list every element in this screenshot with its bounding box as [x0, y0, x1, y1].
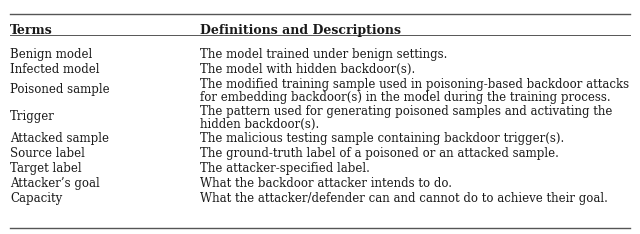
Text: Capacity: Capacity: [10, 192, 62, 205]
Text: Attacked sample: Attacked sample: [10, 132, 109, 145]
Text: The modified training sample used in poisoning-based backdoor attacks: The modified training sample used in poi…: [200, 78, 629, 91]
Text: Terms: Terms: [10, 24, 52, 37]
Text: hidden backdoor(s).: hidden backdoor(s).: [200, 118, 319, 131]
Text: The malicious testing sample containing backdoor trigger(s).: The malicious testing sample containing …: [200, 132, 564, 145]
Text: What the attacker/defender can and cannot do to achieve their goal.: What the attacker/defender can and canno…: [200, 192, 608, 205]
Text: What the backdoor attacker intends to do.: What the backdoor attacker intends to do…: [200, 177, 452, 190]
Text: Benign model: Benign model: [10, 48, 92, 61]
Text: Poisoned sample: Poisoned sample: [10, 83, 109, 96]
Text: Infected model: Infected model: [10, 63, 99, 76]
Text: Trigger: Trigger: [10, 110, 55, 123]
Text: Definitions and Descriptions: Definitions and Descriptions: [200, 24, 401, 37]
Text: The pattern used for generating poisoned samples and activating the: The pattern used for generating poisoned…: [200, 105, 612, 118]
Text: The ground-truth label of a poisoned or an attacked sample.: The ground-truth label of a poisoned or …: [200, 147, 559, 160]
Text: The model with hidden backdoor(s).: The model with hidden backdoor(s).: [200, 63, 415, 76]
Text: Attacker’s goal: Attacker’s goal: [10, 177, 100, 190]
Text: The attacker-specified label.: The attacker-specified label.: [200, 162, 370, 175]
Text: Source label: Source label: [10, 147, 85, 160]
Text: Target label: Target label: [10, 162, 82, 175]
Text: The model trained under benign settings.: The model trained under benign settings.: [200, 48, 447, 61]
Text: for embedding backdoor(s) in the model during the training process.: for embedding backdoor(s) in the model d…: [200, 91, 611, 104]
